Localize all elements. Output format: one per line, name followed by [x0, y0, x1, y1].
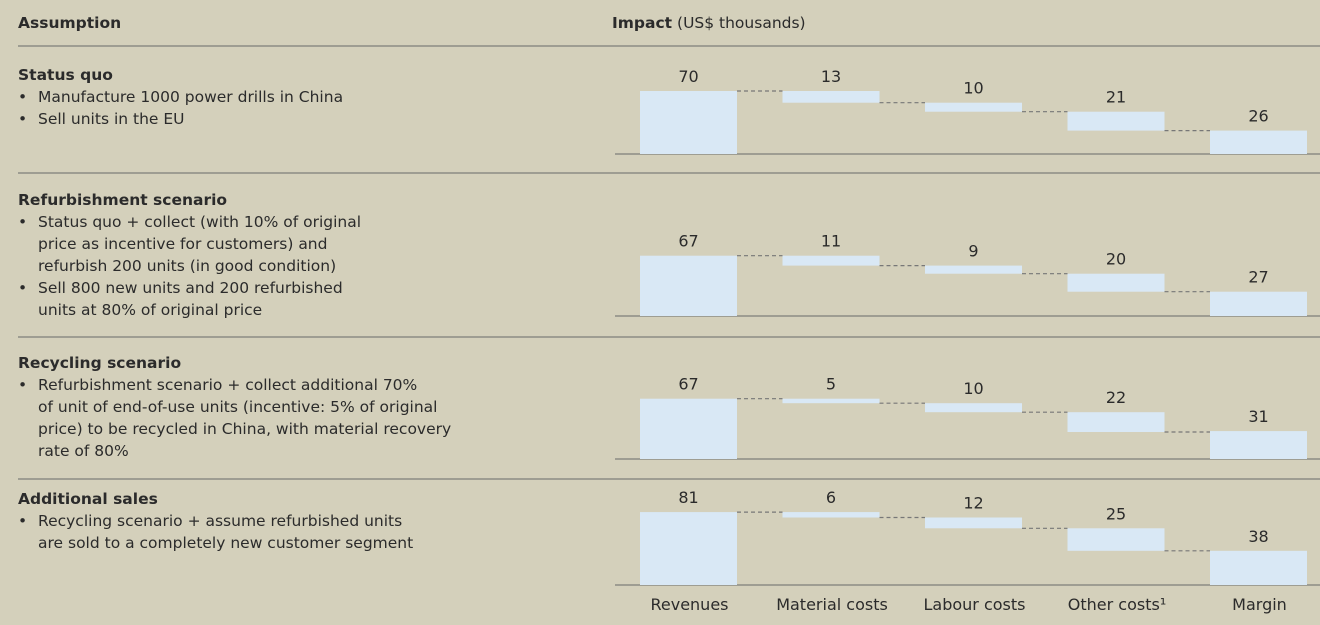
bar [782, 91, 880, 103]
value-label: 27 [1248, 268, 1268, 287]
bar [782, 255, 880, 266]
bullet-mark: • [18, 213, 28, 231]
category-label: Margin [1232, 595, 1287, 614]
bar [1067, 412, 1165, 432]
bar [1210, 291, 1307, 316]
bullet-text: Sell units in the EU [38, 110, 185, 128]
value-label: 10 [963, 379, 983, 398]
header-bold: Impact [612, 14, 673, 32]
bar [782, 398, 880, 404]
bullet-text: Recycling scenario + assume refurbished … [38, 512, 403, 530]
bar [1067, 273, 1165, 292]
value-label: 12 [963, 494, 983, 513]
bullet-text: of unit of end-of-use units (incentive: … [38, 398, 438, 416]
value-label: 22 [1106, 388, 1126, 407]
bullet-text: are sold to a completely new customer se… [38, 534, 414, 552]
column-header: Assumption [18, 14, 122, 32]
bullet-mark: • [18, 279, 28, 297]
value-label: 11 [821, 232, 841, 251]
value-label: 67 [678, 375, 698, 394]
bar [1067, 528, 1165, 551]
value-label: 25 [1106, 504, 1126, 523]
value-label: 10 [963, 79, 983, 98]
value-label: 5 [826, 375, 836, 394]
bullet-mark: • [18, 512, 28, 530]
value-label: 9 [968, 242, 978, 261]
bar [1067, 111, 1165, 131]
bar [640, 91, 737, 154]
column-header: Impact (US$ thousands) [612, 12, 806, 34]
bar [925, 517, 1022, 529]
bar [925, 403, 1022, 413]
row-title: Recycling scenario [18, 354, 182, 372]
category-label: Other costs¹ [1067, 595, 1167, 614]
bar [640, 398, 737, 459]
bar [925, 265, 1022, 274]
bar [1210, 130, 1307, 154]
bullet-text: Status quo + collect (with 10% of origin… [38, 213, 362, 231]
value-label: 20 [1106, 250, 1126, 269]
value-label: 70 [678, 67, 698, 86]
value-label: 38 [1248, 527, 1268, 546]
bullet-mark: • [18, 88, 28, 106]
bullet-text: Refurbishment scenario + collect additio… [38, 376, 418, 394]
category-label: Revenues [650, 595, 729, 614]
bullet-mark: • [18, 110, 28, 128]
bullet-text: refurbish 200 units (in good condition) [38, 257, 337, 275]
bullet-text: price as incentive for customers) and [38, 235, 328, 253]
row-title: Additional sales [18, 490, 158, 508]
bar [640, 512, 737, 585]
bar [782, 512, 880, 518]
category-label: Material costs [776, 595, 888, 614]
value-label: 31 [1248, 407, 1268, 426]
value-label: 6 [826, 488, 836, 507]
row-title: Status quo [18, 66, 113, 84]
category-label: Labour costs [923, 595, 1026, 614]
bar [640, 255, 737, 316]
row-title: Refurbishment scenario [18, 191, 228, 209]
value-label: 21 [1106, 88, 1126, 107]
bullet-text: price) to be recycled in China, with mat… [38, 420, 452, 438]
value-label: 67 [678, 232, 698, 251]
bar [1210, 550, 1307, 585]
header-unit: (US$ thousands) [677, 14, 806, 32]
value-label: 13 [821, 67, 841, 86]
bullet-text: Sell 800 new units and 200 refurbished [38, 279, 343, 297]
value-label: 26 [1248, 107, 1268, 126]
bar [1210, 431, 1307, 459]
bullet-text: Manufacture 1000 power drills in China [38, 88, 344, 106]
value-label: 81 [678, 488, 698, 507]
bullet-text: rate of 80% [38, 442, 129, 460]
bullet-mark: • [18, 376, 28, 394]
bullet-text: units at 80% of original price [38, 301, 263, 319]
bar [925, 102, 1022, 112]
